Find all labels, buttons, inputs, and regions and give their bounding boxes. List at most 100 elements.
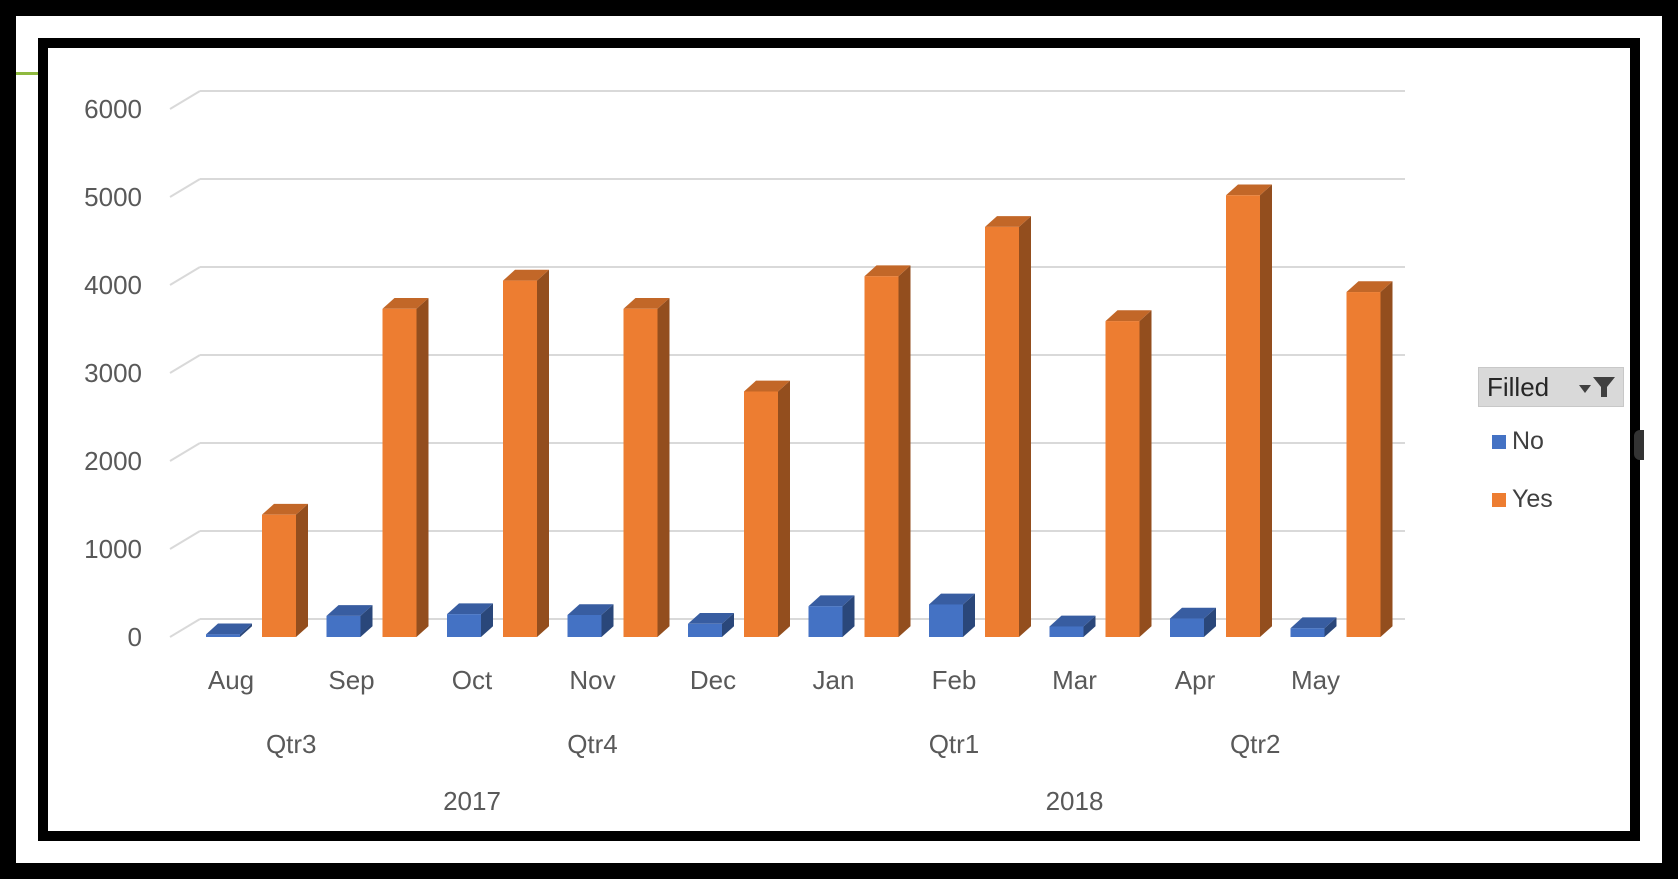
legend-item-no[interactable]: No [1492,427,1544,456]
bar-yes [1226,195,1260,638]
gridline-depth [169,266,201,286]
bar-top-no [808,595,855,607]
gridline-depth [169,442,201,462]
gridline-depth [169,618,201,638]
bar-yes [382,308,417,637]
resize-handle[interactable] [1634,430,1644,460]
x-category-label: Sep [328,665,374,695]
bar-side-yes [1019,216,1031,637]
filter-dropdown-icon[interactable] [1577,375,1617,399]
bar-side-no [1204,607,1216,637]
bar-no [688,623,722,637]
legend-swatch-no [1492,434,1506,449]
bar-side-no [963,593,975,637]
x-category-label: May [1291,665,1340,695]
bar-side-no [240,623,252,637]
bar-top-no [206,623,252,635]
x-category-label: Dec [690,665,736,695]
bar-top-yes [623,297,670,309]
bar-side-yes [1380,281,1393,637]
quarter-label: Qtr1 [929,729,980,759]
bar-side-no [1324,617,1337,637]
year-label: 2017 [443,786,501,816]
bar-top-yes [503,269,549,281]
bar-side-no [481,603,493,637]
x-category-label: Apr [1175,665,1216,695]
y-tick-label: 2000 [84,446,142,476]
bar-side-no [722,613,734,637]
bar-top-no [326,605,373,616]
bar-top-no [1290,617,1337,629]
gridline-depth [169,178,201,198]
bar-yes [262,514,296,637]
legend-filter-header[interactable]: Filled [1478,367,1624,407]
gridline-depth [169,90,201,110]
bar-no [1290,628,1325,637]
bar-no [1170,618,1204,637]
quarter-label: Qtr3 [266,729,317,759]
bar-no [326,615,361,637]
legend-swatch-yes [1492,492,1506,507]
bar-yes [864,276,899,637]
quarter-label: Qtr2 [1230,729,1281,759]
bar-no [567,615,602,637]
x-category-label: Oct [452,665,493,695]
gridline-depth [169,530,201,550]
bar-top-yes [382,297,429,309]
bar-top-yes [864,265,911,277]
legend-label-no: No [1512,427,1544,455]
bar-yes [744,391,778,637]
bar-side-yes [778,380,790,637]
y-tick-label: 3000 [84,358,142,388]
x-category-label: Aug [208,665,254,695]
y-tick-label: 4000 [84,270,142,300]
bar-side-yes [898,265,911,637]
y-tick-label: 6000 [84,94,142,124]
bar-side-no [842,595,855,637]
bar-top-yes [985,216,1031,227]
x-category-label: Mar [1052,665,1097,695]
x-category-label: Feb [932,665,977,695]
bar-side-yes [296,503,308,637]
bar-no [1049,626,1084,637]
bar-top-yes [1346,281,1393,293]
bar-top-no [688,613,734,624]
bar-yes [623,308,658,637]
y-tick-label: 0 [128,622,142,652]
year-label: 2018 [1046,786,1104,816]
bar-no [808,606,843,637]
bar-no [929,604,963,637]
bar-side-no [360,605,373,637]
y-tick-label: 1000 [84,534,142,564]
bar-top-yes [1226,184,1272,196]
bar-side-yes [537,269,549,637]
bar-top-no [1049,615,1096,627]
bar-top-no [567,604,614,615]
bar-yes [503,280,537,637]
bar-top-no [447,603,493,615]
legend-title: Filled [1487,371,1550,402]
bar-side-yes [416,297,429,637]
bar-no [206,634,240,637]
bar-side-yes [1260,184,1272,637]
bar-side-no [1083,615,1096,637]
bar-top-yes [744,380,790,392]
legend-item-yes[interactable]: Yes [1492,485,1553,514]
bar-top-no [929,593,975,605]
x-category-label: Jan [813,665,855,695]
bar-side-yes [657,297,670,637]
bar-side-yes [1139,310,1152,637]
y-tick-label: 5000 [84,182,142,212]
bar-top-no [1170,607,1216,619]
x-category-label: Nov [569,665,615,695]
gridline-depth [169,354,201,374]
bar-side-no [601,604,614,637]
legend-label-yes: Yes [1512,485,1553,513]
bar-top-yes [262,503,308,515]
quarter-label: Qtr4 [567,729,618,759]
bar-yes [985,226,1019,638]
bar-yes [1105,321,1140,637]
bar-yes [1346,292,1381,637]
bar-no [447,614,481,637]
